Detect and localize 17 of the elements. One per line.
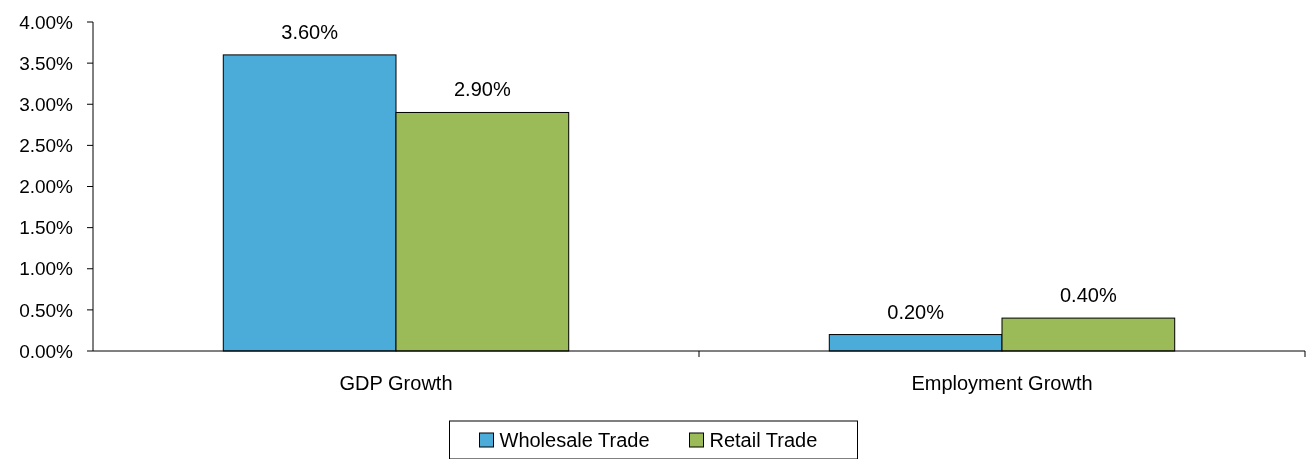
y-tick-label: 1.00% (19, 258, 74, 280)
x-tick-label: GDP Growth (339, 372, 453, 394)
y-tick-label: 0.50% (19, 299, 74, 321)
data-label: 0.20% (887, 300, 945, 323)
x-tick-label: Employment Growth (911, 372, 1093, 394)
y-tick-label: 4.00% (19, 11, 74, 33)
y-tick-label: 3.50% (19, 52, 74, 74)
data-label: 0.40% (1060, 284, 1117, 307)
legend-label: Wholesale Trade (499, 429, 650, 451)
legend-label: Retail Trade (709, 429, 818, 451)
y-tick-label: 2.50% (19, 135, 74, 157)
y-tick-label: 2.00% (19, 176, 74, 198)
y-tick-label: 3.00% (19, 93, 74, 115)
y-tick-label: 1.50% (19, 217, 74, 239)
data-label: 3.60% (281, 20, 339, 43)
data-label: 2.90% (454, 78, 511, 101)
y-tick-label: 0.00% (19, 340, 74, 362)
